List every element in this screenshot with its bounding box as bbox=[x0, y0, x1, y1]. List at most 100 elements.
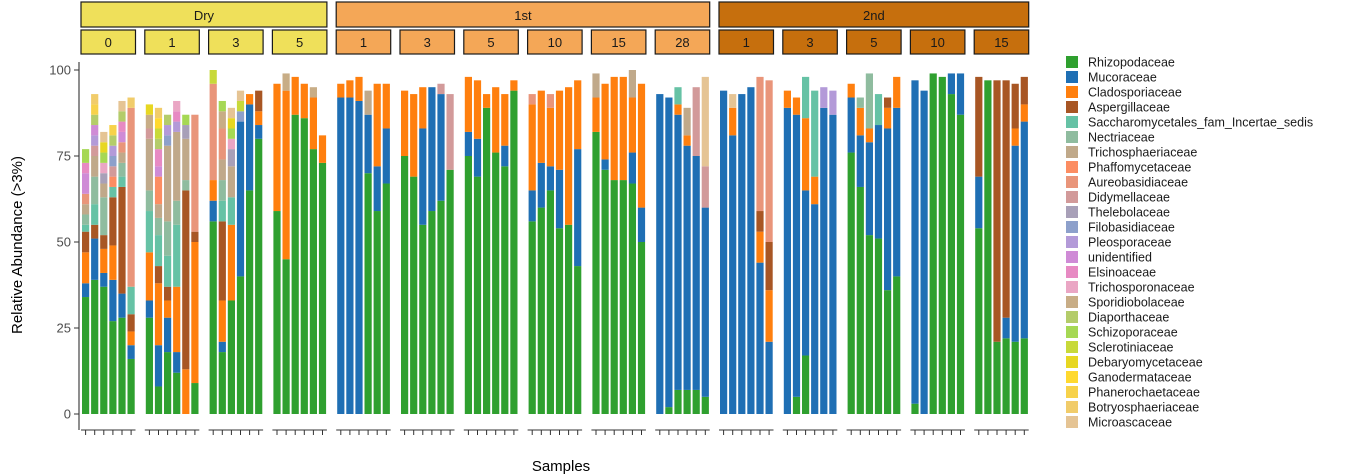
bar-segment bbox=[738, 94, 746, 414]
bar-segment bbox=[975, 176, 983, 229]
bar-segment bbox=[628, 70, 636, 98]
bar-segment bbox=[127, 331, 135, 346]
bar-segment bbox=[674, 87, 682, 105]
bar-segment bbox=[91, 145, 99, 156]
bar-segment bbox=[1020, 121, 1028, 339]
sample-bar bbox=[574, 80, 582, 414]
bar-segment bbox=[91, 135, 99, 146]
legend-item: Pleosporaceae bbox=[1066, 236, 1171, 250]
sample-bar bbox=[218, 100, 226, 414]
bar-segment bbox=[601, 83, 609, 160]
day-strip-box bbox=[526, 29, 583, 55]
bar-segment bbox=[82, 224, 90, 232]
legend-swatch bbox=[1066, 161, 1078, 173]
bar-segment bbox=[765, 341, 773, 414]
bar-segment bbox=[574, 80, 582, 150]
bar-segment bbox=[437, 94, 445, 201]
bar-segment bbox=[118, 186, 126, 294]
bar-segment bbox=[309, 97, 317, 150]
bar-segment bbox=[218, 111, 226, 129]
sample-bar bbox=[382, 83, 390, 414]
sample-bar bbox=[227, 107, 235, 414]
group-strip-box bbox=[335, 1, 711, 28]
bar-segment bbox=[218, 200, 226, 222]
bar-segment bbox=[82, 193, 90, 205]
bar-segment bbox=[246, 190, 254, 414]
bar-segment bbox=[355, 76, 363, 101]
sample-bar bbox=[537, 90, 545, 414]
sample-bar bbox=[273, 83, 281, 414]
day-strip-label: 0 bbox=[105, 35, 112, 50]
bar-segment bbox=[173, 352, 181, 373]
bar-segment bbox=[118, 293, 126, 318]
bar-segment bbox=[683, 135, 691, 146]
legend-label: unidentified bbox=[1088, 251, 1152, 265]
day-strip: 1 bbox=[718, 29, 775, 55]
bar-segment bbox=[191, 383, 199, 414]
legend-swatch bbox=[1066, 71, 1078, 83]
legend-item: Cladosporiaceae bbox=[1066, 86, 1182, 100]
bar-segment bbox=[346, 97, 354, 415]
bar-segment bbox=[145, 138, 153, 191]
sample-bar bbox=[920, 90, 928, 414]
sample-bar bbox=[665, 97, 673, 414]
day-strip: 0 bbox=[80, 29, 137, 55]
bar-segment bbox=[637, 242, 646, 414]
legend-item: Thelebolaceae bbox=[1066, 206, 1170, 220]
bar-segment bbox=[109, 145, 117, 156]
group-strip-label: 1st bbox=[514, 8, 532, 23]
sample-bar bbox=[91, 94, 99, 414]
group-strip-label: Dry bbox=[194, 8, 215, 23]
group-strips: Dry 1st 2nd bbox=[80, 1, 1030, 28]
y-tick-label: 0 bbox=[64, 407, 71, 422]
bar-segment bbox=[145, 300, 153, 318]
bar-segment bbox=[382, 83, 390, 129]
bar-segment bbox=[528, 94, 536, 105]
legend-swatch bbox=[1066, 146, 1078, 158]
bar-segment bbox=[1002, 317, 1010, 339]
bar-segment bbox=[145, 252, 153, 301]
bar-segment bbox=[592, 97, 600, 132]
sample-bar bbox=[738, 94, 746, 414]
bar-segment bbox=[109, 156, 117, 167]
x-axis bbox=[81, 429, 1029, 435]
bar-segment bbox=[118, 142, 126, 153]
sample-bar bbox=[683, 107, 691, 414]
bar-segment bbox=[236, 100, 245, 112]
legend-swatch bbox=[1066, 176, 1078, 188]
bar-segment bbox=[501, 145, 509, 167]
bar-segment bbox=[410, 94, 418, 177]
sample-bar bbox=[829, 90, 837, 414]
bar-segment bbox=[109, 186, 117, 198]
bar-segment bbox=[227, 300, 235, 414]
bar-segment bbox=[546, 190, 554, 414]
day-strip-label: 1 bbox=[360, 35, 367, 50]
bar-segment bbox=[318, 135, 327, 163]
legend-label: Trichosphaeriaceae bbox=[1088, 146, 1197, 160]
bar-segment bbox=[464, 156, 472, 414]
bar-segment bbox=[227, 128, 235, 139]
day-strip-label: 15 bbox=[611, 35, 625, 50]
bar-segment bbox=[82, 283, 90, 298]
sample-bar bbox=[592, 73, 600, 415]
sample-bar bbox=[975, 76, 983, 414]
bar-segment bbox=[373, 166, 381, 212]
sample-bar bbox=[373, 83, 381, 414]
bar-segment bbox=[91, 238, 99, 280]
bar-segment bbox=[82, 162, 90, 174]
bar-segment bbox=[227, 118, 235, 129]
legend-swatch bbox=[1066, 56, 1078, 68]
bar-segment bbox=[473, 80, 482, 139]
bar-segment bbox=[847, 83, 855, 98]
bar-segment bbox=[173, 111, 181, 122]
sample-bar bbox=[565, 87, 573, 414]
sample-bar bbox=[154, 107, 163, 414]
bar-segment bbox=[565, 87, 573, 225]
legend-label: Trichosporonaceae bbox=[1088, 281, 1195, 295]
bar-segment bbox=[154, 217, 163, 236]
bar-segment bbox=[236, 90, 245, 101]
bar-segment bbox=[428, 211, 436, 414]
legend-swatch bbox=[1066, 251, 1078, 263]
bar-segment bbox=[91, 156, 99, 177]
legend-item: Phaffomycetaceae bbox=[1066, 161, 1191, 175]
